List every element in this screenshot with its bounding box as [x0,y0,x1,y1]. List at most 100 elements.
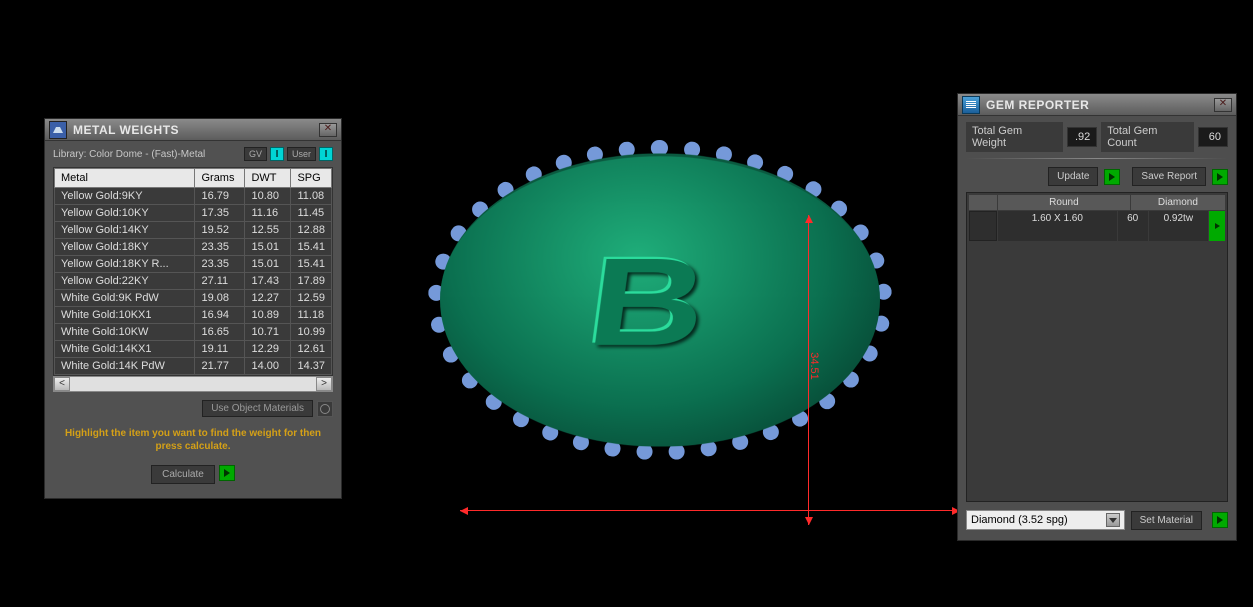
table-cell: 12.59 [291,290,332,307]
table-cell: 10.80 [245,188,291,205]
metal-weights-header[interactable]: METAL WEIGHTS ✕ [45,119,341,141]
scroll-track[interactable] [70,377,316,391]
col-spg[interactable]: SPG [291,169,332,188]
table-cell: 14.00 [245,358,291,375]
bitcoin-symbol: B [580,230,715,374]
gem-list[interactable]: Round Diamond 1.60 X 1.60 60 0.92tw [966,192,1228,502]
save-report-button[interactable]: Save Report [1132,167,1206,186]
dimension-line-horizontal [460,510,960,511]
gem-reporter-panel: GEM REPORTER ✕ Total Gem Weight .92 Tota… [957,93,1237,541]
separator [966,158,1228,159]
table-cell: 11.18 [291,307,332,324]
table-cell: White Gold:9K PdW [55,290,195,307]
user-button[interactable]: User [287,147,316,161]
gem-reporter-header[interactable]: GEM REPORTER ✕ [958,94,1236,116]
col-metal[interactable]: Metal [55,169,195,188]
material-select-value: Diamond (3.52 spg) [971,514,1068,526]
set-material-run-icon[interactable] [1212,512,1228,528]
library-label: Library: Color Dome - (Fast)-Metal [53,149,241,160]
calculate-run-icon[interactable] [219,465,235,481]
total-gem-weight-label: Total Gem Weight [966,122,1063,152]
table-cell: Yellow Gold:22KY [55,273,195,290]
update-run-icon[interactable] [1104,169,1120,185]
metal-table[interactable]: Metal Grams DWT SPG Yellow Gold:9KY16.79… [53,167,333,376]
table-cell: 12.88 [291,222,332,239]
table-row[interactable]: White Gold:10KW16.6510.7110.99 [55,324,332,341]
table-cell: 14.37 [291,358,332,375]
close-icon[interactable]: ✕ [1214,98,1232,112]
total-gem-count-label: Total Gem Count [1101,122,1194,152]
gem-row-action-icon[interactable] [1209,211,1225,241]
update-button[interactable]: Update [1048,167,1098,186]
table-cell: 10.99 [291,324,332,341]
use-object-materials-button[interactable]: Use Object Materials [202,400,313,417]
col-grams[interactable]: Grams [195,169,245,188]
table-cell: 12.55 [245,222,291,239]
table-cell: 12.61 [291,341,332,358]
table-cell: 17.89 [291,273,332,290]
table-row[interactable]: White Gold:9K PdW19.0812.2712.59 [55,290,332,307]
table-cell: White Gold:10KX1 [55,307,195,324]
gv-indicator-icon[interactable]: I [270,147,284,161]
table-cell: 23.35 [195,239,245,256]
table-cell: 16.94 [195,307,245,324]
table-row[interactable]: Yellow Gold:18KY R...23.3515.0115.41 [55,256,332,273]
table-row[interactable]: White Gold:14K PdW21.7714.0014.37 [55,358,332,375]
table-cell: Yellow Gold:14KY [55,222,195,239]
table-cell: 15.41 [291,239,332,256]
chevron-down-icon [1106,513,1120,527]
table-cell: 16.79 [195,188,245,205]
set-material-button[interactable]: Set Material [1131,511,1202,530]
table-cell: White Gold:14K PdW [55,358,195,375]
table-cell: 11.45 [291,205,332,222]
gem-reporter-title: GEM REPORTER [986,98,1214,112]
table-cell: 12.27 [245,290,291,307]
table-cell: 17.43 [245,273,291,290]
dimension-vertical-value: 34.51 [808,352,820,380]
table-cell: White Gold:10KW [55,324,195,341]
viewport-3d[interactable]: B 34.51 [380,100,940,520]
table-row[interactable]: White Gold:10KX116.9410.8911.18 [55,307,332,324]
table-cell: Yellow Gold:9KY [55,188,195,205]
table-cell: 10.89 [245,307,291,324]
table-cell: 15.01 [245,239,291,256]
table-horizontal-scrollbar[interactable]: < > [53,376,333,392]
user-indicator-icon[interactable]: I [319,147,333,161]
close-icon[interactable]: ✕ [319,123,337,137]
table-cell: 11.16 [245,205,291,222]
total-gem-count-value: 60 [1198,127,1228,147]
table-row[interactable]: Yellow Gold:9KY16.7910.8011.08 [55,188,332,205]
gem-list-row[interactable]: 1.60 X 1.60 60 0.92tw [969,211,1225,241]
table-cell: 19.08 [195,290,245,307]
table-cell: Yellow Gold:18KY [55,239,195,256]
scroll-left-icon[interactable]: < [54,377,70,391]
table-row[interactable]: Yellow Gold:14KY19.5212.5512.88 [55,222,332,239]
gem-count: 60 [1118,211,1148,241]
gv-button[interactable]: GV [244,147,267,161]
table-cell: 27.11 [195,273,245,290]
save-report-run-icon[interactable] [1212,169,1228,185]
gem-reporter-icon [962,96,980,114]
scroll-right-icon[interactable]: > [316,377,332,391]
material-select[interactable]: Diamond (3.52 spg) [966,510,1125,530]
table-cell: 15.41 [291,256,332,273]
table-row[interactable]: White Gold:14KX119.1112.2912.61 [55,341,332,358]
table-cell: Yellow Gold:10KY [55,205,195,222]
table-cell: 23.35 [195,256,245,273]
gem-thumbnail-icon [969,211,997,241]
gem-tw: 0.92tw [1149,211,1208,241]
table-cell: 19.11 [195,341,245,358]
table-row[interactable]: Yellow Gold:22KY27.1117.4317.89 [55,273,332,290]
object-materials-indicator-icon[interactable] [317,401,333,417]
table-cell: 21.77 [195,358,245,375]
col-dwt[interactable]: DWT [245,169,291,188]
metal-weights-panel: METAL WEIGHTS ✕ Library: Color Dome - (F… [44,118,342,499]
table-cell: 11.08 [291,188,332,205]
calculate-button[interactable]: Calculate [151,465,215,484]
gem-thumb-header [969,195,997,210]
table-row[interactable]: Yellow Gold:10KY17.3511.1611.45 [55,205,332,222]
gem-shape-header: Round [998,195,1130,210]
gem-size: 1.60 X 1.60 [998,211,1117,241]
gem-type-header: Diamond [1131,195,1225,210]
table-row[interactable]: Yellow Gold:18KY23.3515.0115.41 [55,239,332,256]
